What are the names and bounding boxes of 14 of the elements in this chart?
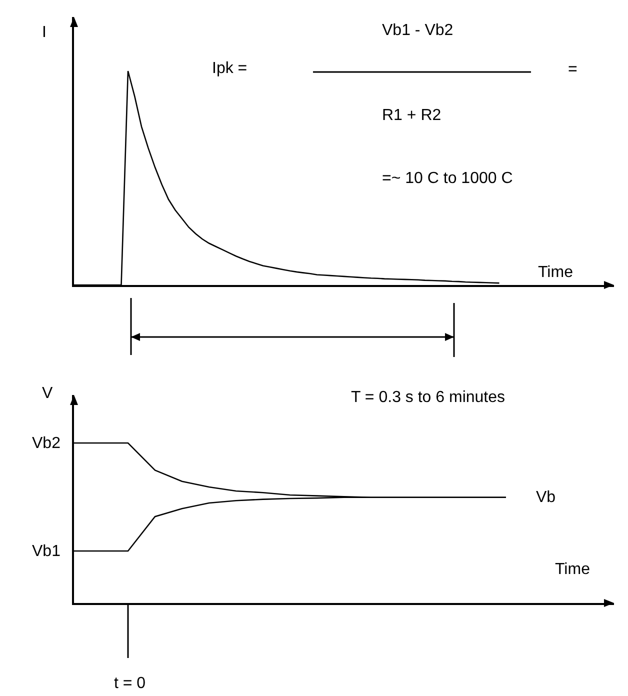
x-axis-title: Time (538, 264, 574, 281)
text: Vb1 (32, 543, 61, 560)
text: Vb2 (32, 435, 61, 452)
y-axis-title: I (42, 24, 46, 41)
annotation: R1 + R2 (382, 107, 442, 124)
annotation: = (568, 61, 578, 78)
annotation: Vb (536, 489, 556, 506)
text: Vb1 - Vb2 (382, 22, 454, 39)
text: T = 0.3 s to 6 minutes (351, 389, 506, 406)
annotation: Ipk = (212, 60, 248, 77)
x-axis-title: Time (555, 561, 590, 578)
annotation: =~ 10 C to 1000 C (382, 170, 513, 187)
text: t = 0 (114, 675, 146, 692)
y-axis-title: V (42, 385, 53, 402)
